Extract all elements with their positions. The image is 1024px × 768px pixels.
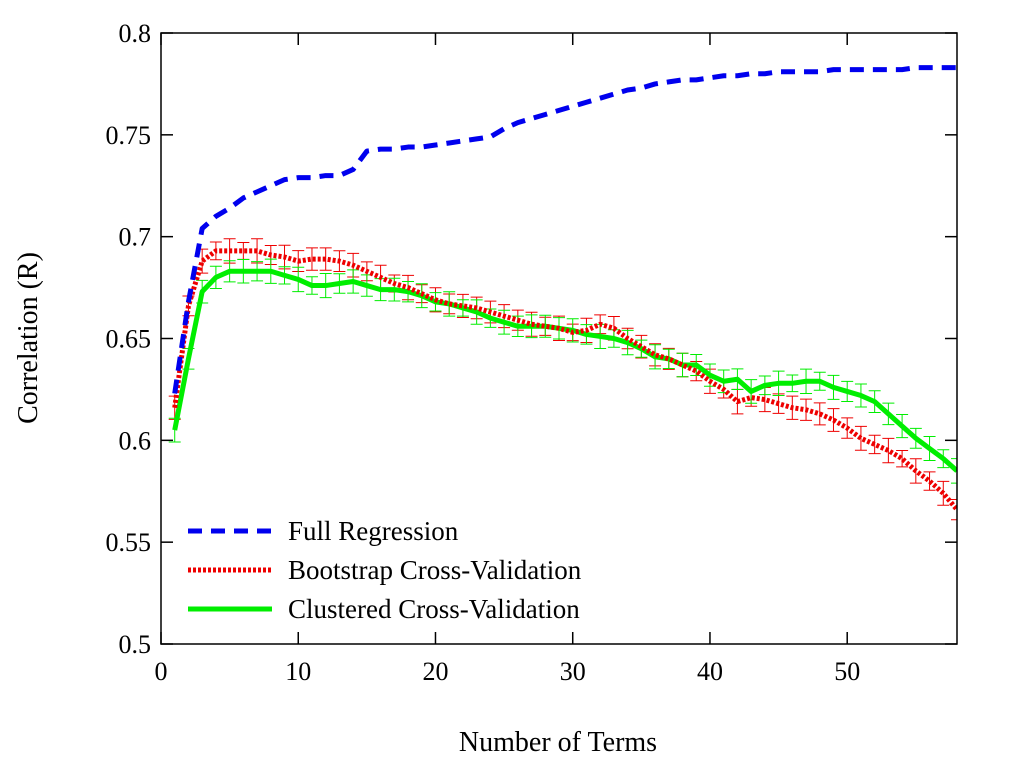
y-tick-label: 0.6 [119, 426, 152, 455]
x-tick-label: 40 [697, 657, 723, 686]
axes-layer: 0 10 20 30 40 50 0.5 0.55 0.6 0.65 0.7 0.75 0.8 [106, 19, 958, 686]
y-axis-title: Correlation (R) [13, 252, 44, 424]
error-bar [951, 498, 957, 521]
series-line-1 [172, 248, 957, 512]
x-tick-label: 10 [285, 657, 311, 686]
x-tick-label: 20 [422, 657, 448, 686]
legend: Full Regression Bootstrap Cross-Validatio… [188, 516, 582, 624]
error-bar [854, 425, 867, 451]
error-bar [951, 458, 957, 484]
error-bar [882, 437, 895, 464]
x-axis-title: Number of Terms [459, 727, 657, 758]
error-bar [896, 449, 909, 468]
legend-label: Bootstrap Cross-Validation [288, 555, 582, 585]
y-tick-label: 0.65 [106, 325, 152, 354]
y-tick-label: 0.75 [106, 121, 152, 150]
y-tick-label: 0.7 [119, 223, 152, 252]
series-line-2 [172, 268, 957, 473]
legend-label: Clustered Cross-Validation [288, 594, 580, 624]
y-tick-label: 0.8 [119, 19, 152, 48]
error-bars-2 [168, 258, 957, 484]
x-tick-label: 0 [155, 657, 168, 686]
x-tick-label: 30 [560, 657, 586, 686]
y-tick-label: 0.55 [106, 528, 152, 557]
x-tick-label: 50 [834, 657, 860, 686]
series-layer [168, 65, 957, 521]
error-bar [305, 247, 318, 271]
error-bar [237, 241, 250, 260]
series-line-0 [172, 65, 957, 394]
error-bar [868, 434, 881, 455]
legend-label: Full Regression [288, 516, 459, 546]
error-bars-1 [168, 238, 957, 521]
y-tick-label: 0.5 [119, 630, 152, 659]
error-bar [923, 471, 936, 491]
